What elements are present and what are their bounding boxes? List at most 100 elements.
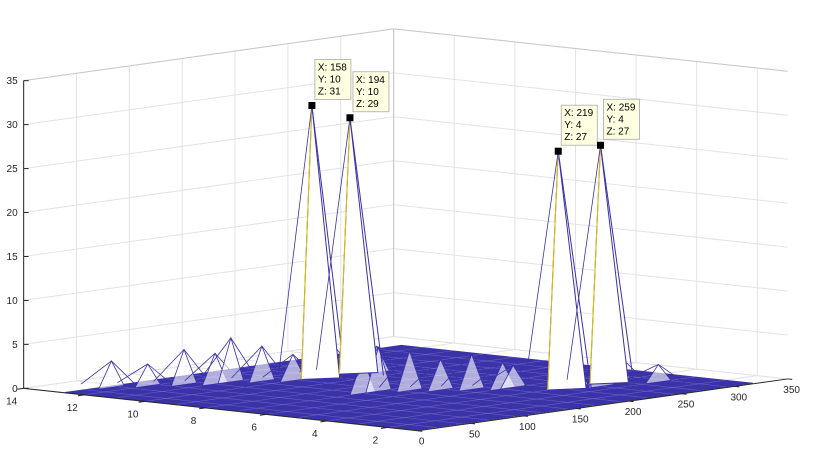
mesh-peak-edge — [600, 145, 635, 386]
mesh-floor-line — [177, 356, 514, 405]
axes-top-edge — [393, 28, 788, 72]
y-tick — [199, 407, 206, 410]
mesh-peak-highlight — [589, 145, 602, 385]
datatip-marker — [597, 141, 605, 149]
mesh-ridge-edge — [482, 365, 514, 385]
back-wall-y — [393, 28, 788, 379]
z-tick-label: 25 — [7, 164, 19, 175]
mesh-ridge-edge — [80, 360, 112, 385]
x-axis-line — [417, 378, 788, 432]
mesh-ridge-edge — [200, 337, 232, 379]
grid-line-z — [23, 204, 394, 257]
mesh-ridge-edge — [658, 364, 689, 386]
mesh-ridge-edge — [378, 350, 410, 388]
mesh-floor-line — [359, 376, 696, 425]
z-tick-label: 35 — [7, 76, 19, 87]
mesh-ridge — [458, 353, 485, 392]
axes-walls — [23, 28, 788, 432]
mesh-ridge — [170, 348, 198, 387]
mesh-ridge-edge — [153, 349, 185, 382]
datatip-text: Y: 10 — [318, 75, 341, 86]
z-tick-label: 5 — [12, 340, 18, 351]
grid-line-z — [23, 160, 394, 214]
y-tick-label: 8 — [191, 416, 197, 427]
mesh-ridge — [279, 353, 307, 383]
z-tick-label: 10 — [7, 296, 19, 307]
y-tick — [17, 387, 24, 390]
y-tick-label: 6 — [251, 422, 257, 433]
y-tick — [320, 420, 327, 423]
mesh-ridge — [499, 364, 527, 390]
mesh-peak-edge — [349, 117, 384, 376]
mesh-peak-edge — [316, 117, 351, 370]
x-tick-label: 300 — [730, 392, 747, 403]
x-tick-label: 250 — [678, 400, 695, 411]
x-tick-label: 350 — [783, 385, 800, 396]
grid-line-z — [393, 292, 788, 336]
mesh-ridge-edge — [409, 358, 441, 388]
mesh-ridge — [427, 358, 454, 393]
mesh-ridge-edge — [184, 352, 216, 382]
x-tick-label: 100 — [519, 422, 536, 433]
datatip-text: X: 158 — [318, 63, 347, 74]
datatip-text: Y: 4 — [607, 114, 625, 125]
mesh-peak-edge — [557, 151, 593, 392]
datatip-text: Z: 31 — [318, 87, 341, 98]
back-wall-x — [23, 28, 394, 389]
mesh-peak-edge — [311, 105, 346, 381]
mesh-peak-edge — [524, 151, 559, 386]
datatip-text: X: 219 — [564, 108, 593, 119]
datatip-text: X: 259 — [607, 102, 636, 113]
axes-top-edge — [23, 28, 394, 82]
mesh-peak-highlight — [547, 151, 559, 391]
y-tick — [380, 426, 388, 429]
datatip-marker — [554, 147, 562, 155]
mesh-floor-line — [389, 379, 726, 428]
axes: 0501001502002503003502468101214051015202… — [6, 76, 800, 448]
mesh-ridge-edge — [440, 353, 472, 387]
mesh-ridge — [644, 363, 672, 385]
grid-line-z — [393, 72, 788, 116]
datatip-text: Z: 29 — [356, 99, 379, 110]
datatip-text: Z: 27 — [564, 132, 587, 143]
y-tick-label: 14 — [6, 396, 18, 407]
x-tick-label: 50 — [469, 429, 481, 440]
x-tick-label: 0 — [419, 437, 425, 448]
mesh-ridge — [248, 344, 276, 384]
y-tick-label: 4 — [312, 429, 318, 440]
grid-line-z — [393, 248, 788, 292]
grid-line-z — [23, 116, 394, 170]
mesh-ridge-edge — [512, 365, 544, 391]
mesh-peak-edge — [566, 145, 601, 380]
y-tick-label: 10 — [127, 409, 139, 420]
x-tick-label: 150 — [572, 415, 589, 426]
datatip-text: Z: 27 — [607, 126, 630, 137]
mesh-peak-edge — [278, 105, 313, 376]
datatip-marker — [308, 102, 316, 110]
y-tick — [77, 394, 85, 397]
mesh-ridge-edge — [117, 363, 148, 384]
datatip-marker — [346, 114, 354, 122]
y-tick-label: 12 — [67, 403, 79, 414]
grid-line-z — [393, 160, 788, 204]
mesh-surface — [80, 105, 689, 397]
z-tick-label: 0 — [12, 384, 18, 395]
grid-line-z — [23, 248, 394, 301]
datatip-text: X: 194 — [356, 75, 385, 86]
datatip-text: Y: 4 — [564, 120, 582, 131]
datatip-box — [314, 59, 352, 100]
mesh-ridge — [134, 363, 162, 389]
mesh-peak-highlight — [338, 117, 351, 375]
mesh-ridge-edge — [472, 362, 503, 386]
y-axis-line — [23, 387, 418, 432]
datatip-box — [352, 71, 390, 113]
x-tick-label: 200 — [625, 407, 642, 418]
mesh-ridge-edge — [376, 346, 408, 377]
z-tick-label: 15 — [7, 252, 19, 263]
datatip-box — [603, 98, 640, 140]
grid-line-z — [393, 204, 788, 248]
mesh-ridge-edge — [231, 345, 263, 379]
y-tick-label: 2 — [373, 435, 379, 446]
